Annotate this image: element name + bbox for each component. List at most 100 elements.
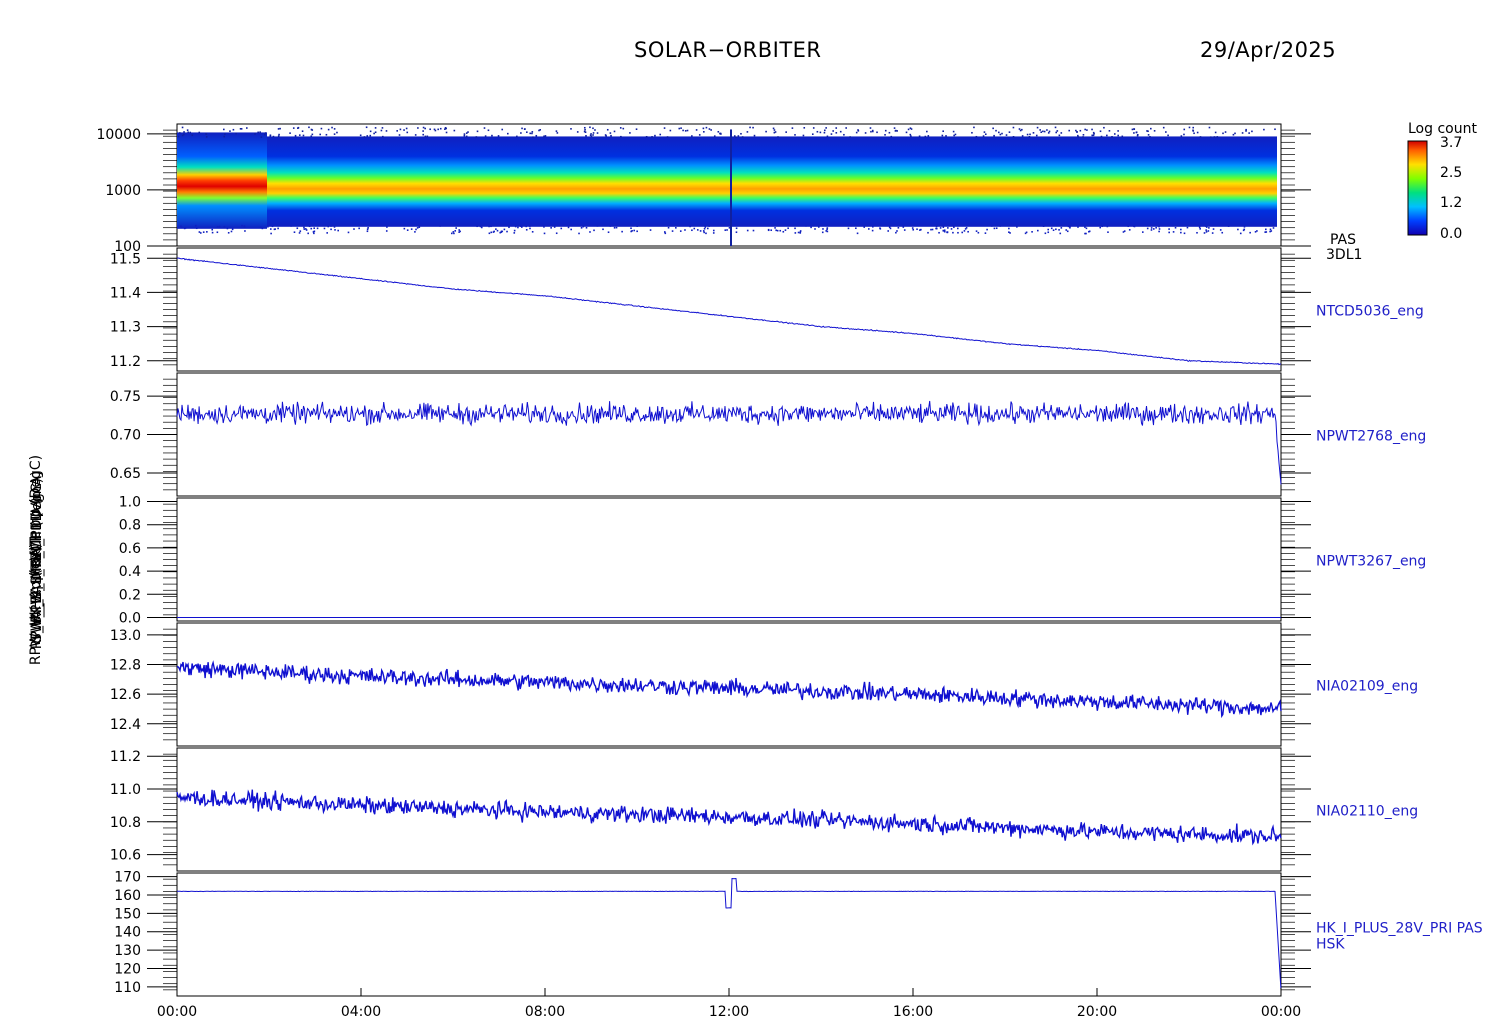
spectrogram-pixel (312, 231, 315, 233)
spectrogram-pixel (1067, 225, 1070, 228)
y-tick-label: 1000 (105, 183, 141, 199)
spectrogram-pixel (1076, 131, 1078, 133)
spectrogram-pixel (749, 126, 751, 129)
spectrogram-pixel (735, 136, 737, 139)
spectrogram-pixel (607, 231, 610, 234)
y-tick-label: 100 (114, 239, 141, 255)
spectrogram-pixel (301, 130, 304, 133)
spectrogram-pixel (580, 227, 583, 229)
spectrogram-pixel (704, 226, 707, 228)
spectrogram-pixel (584, 131, 587, 134)
spectrogram-pixel (453, 129, 456, 132)
y-axis-labels: (eV)SWA_EAS_TEMP (DegC)RPW_HK_Approx Tem… (28, 455, 45, 665)
spectrogram-pixel (779, 229, 782, 232)
spectrogram-pixel (849, 136, 851, 138)
spectrogram-pixel (1068, 129, 1071, 132)
spectrogram-pixel (811, 133, 814, 136)
spectrogram-pixel (424, 127, 426, 130)
spectrogram-pixel (794, 227, 796, 230)
spectrogram-pixel (261, 227, 264, 230)
spectrogram-pixel (943, 230, 946, 233)
spectrogram-pixel (327, 225, 330, 228)
spectrogram-pixel (229, 130, 231, 132)
spectrogram-pixel (1016, 226, 1018, 228)
spectrogram-pixel (333, 128, 336, 130)
x-tick-label: 00:00 (1261, 1004, 1301, 1020)
spectrogram-pixel (1037, 229, 1039, 232)
spectrogram-pixel (1069, 226, 1071, 229)
spectrogram-pixel (516, 135, 518, 138)
spectrogram-pixel (296, 227, 299, 230)
spectrogram-pixel (585, 135, 587, 137)
y-tick-label: 12.6 (110, 687, 141, 703)
spectrogram-pixel (867, 228, 870, 230)
spectrogram-pixel (1050, 227, 1053, 230)
spectrogram-pixel (596, 132, 599, 134)
spectrogram-pixel (961, 231, 964, 234)
spectrogram-pixel (475, 136, 478, 138)
spectrogram-pixel (850, 224, 853, 227)
spectrogram-pixel (604, 134, 607, 136)
spectrogram-pixel (455, 227, 457, 229)
spectrogram-pixel (797, 231, 800, 234)
spectrogram-pixel (888, 226, 891, 228)
spectrogram-pixel (983, 131, 986, 133)
spectrogram-pixel (613, 226, 616, 229)
spectrogram-pixel (444, 128, 446, 130)
x-tick-label: 04:00 (341, 1004, 381, 1020)
spectrogram-pixel (422, 133, 425, 136)
spectrogram-pixel (223, 225, 226, 228)
spectrogram-pixel (636, 230, 638, 233)
spectrogram-pixel (303, 226, 305, 229)
spectrogram-pixel (270, 232, 272, 235)
spectrogram-pixel (414, 231, 416, 233)
spectrogram-pixel (1043, 130, 1046, 133)
spectrogram-pixel (1117, 130, 1119, 132)
spectrogram-pixel (943, 229, 946, 232)
spectrogram-pixel (826, 228, 828, 231)
spectrogram-pixel (699, 230, 702, 232)
spectrogram-pixel (589, 126, 591, 129)
spectrogram-pixel (596, 225, 599, 227)
spectrogram-pixel (907, 128, 910, 131)
spectrogram-pixel (583, 130, 586, 133)
y-tick-label: 10.6 (110, 848, 141, 864)
spectrogram-pixel (429, 128, 431, 131)
spectrogram-pixel (794, 134, 796, 136)
spectrogram-pixel (984, 232, 987, 234)
spectrogram-pixel (897, 226, 900, 229)
spectrogram-pixel (1091, 134, 1094, 137)
spectrogram-pixel (1248, 132, 1250, 134)
spectrogram-pixel (630, 227, 632, 230)
spectrogram-pixel (365, 126, 368, 129)
spectrogram-pixel (1168, 228, 1170, 230)
spectrogram-pixel (223, 135, 226, 138)
spectrogram-pixel (1117, 134, 1119, 137)
spectrogram-pixel (452, 231, 455, 233)
x-tick-label: 16:00 (893, 1004, 933, 1020)
spectrogram-pixel (181, 126, 184, 129)
spectrogram-pixel (1055, 228, 1057, 231)
spectrogram-pixel (243, 226, 246, 228)
spectrogram-pixel (1256, 230, 1258, 232)
spectrogram-pixel (1035, 134, 1038, 137)
spectrogram-pixel (582, 225, 585, 228)
spectrogram-pixel (1077, 136, 1080, 138)
spectrogram-pixel (604, 224, 606, 227)
spectrogram-pixel (772, 127, 775, 130)
spectrogram-pixel (1029, 133, 1031, 136)
spectrogram-pixel (414, 134, 417, 136)
spectrogram-pixel (254, 133, 256, 135)
spectrogram-pixel (835, 127, 838, 129)
spectrogram-pixel (330, 225, 332, 227)
spectrogram-pixel (1150, 229, 1153, 231)
spectrogram-pixel (584, 128, 586, 131)
spectrogram-pixel (416, 227, 419, 229)
spectrogram-pixel (1042, 130, 1044, 133)
spectrogram-pixel (507, 132, 509, 135)
spectrogram-pixel (1085, 227, 1088, 230)
spectrogram-pixel (1012, 135, 1015, 138)
spectrogram-pixel (775, 229, 777, 232)
spectrogram-pixel (825, 230, 828, 232)
spectrogram-pixel (422, 126, 425, 129)
